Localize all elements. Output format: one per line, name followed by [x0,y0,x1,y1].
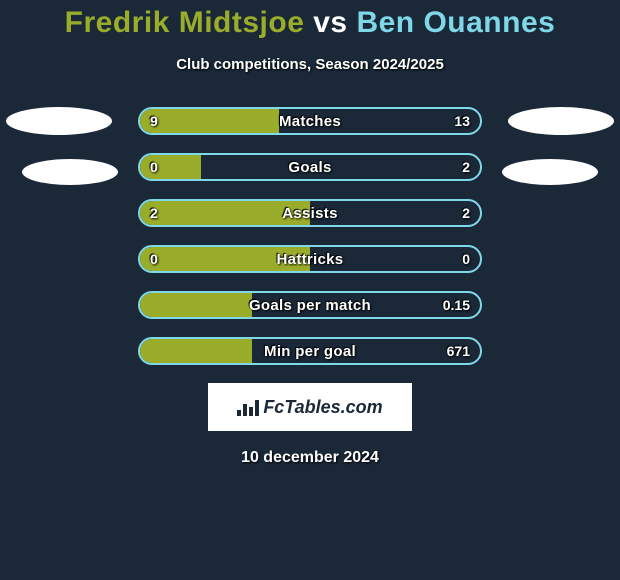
stat-value-right: 13 [454,109,470,133]
decor-oval-right-1 [508,107,614,135]
season-subtitle: Club competitions, Season 2024/2025 [0,56,620,73]
stat-label: Assists [140,201,480,225]
stat-value-right: 671 [447,339,470,363]
stat-value-right: 2 [462,155,470,179]
stat-row: 2Assists2 [138,199,482,227]
stat-row: Min per goal671 [138,337,482,365]
stat-bars: 9Matches130Goals22Assists20Hattricks0Goa… [138,107,482,365]
player1-name: Fredrik Midtsjoe [65,6,305,39]
date-label: 10 december 2024 [0,449,620,467]
stat-label: Goals [140,155,480,179]
logo-text: FcTables.com [263,397,382,418]
stat-row: Goals per match0.15 [138,291,482,319]
stat-label: Hattricks [140,247,480,271]
stat-label: Min per goal [140,339,480,363]
logo: FcTables.com [237,397,382,418]
comparison-title: Fredrik Midtsjoe vs Ben Ouannes [0,0,620,40]
player2-name: Ben Ouannes [356,6,555,39]
stat-value-right: 2 [462,201,470,225]
logo-box: FcTables.com [208,383,412,431]
stat-label: Matches [140,109,480,133]
decor-oval-right-2 [502,159,598,185]
stat-value-right: 0.15 [443,293,470,317]
stat-row: 9Matches13 [138,107,482,135]
decor-oval-left-1 [6,107,112,135]
stat-label: Goals per match [140,293,480,317]
stat-value-right: 0 [462,247,470,271]
chart-area: 9Matches130Goals22Assists20Hattricks0Goa… [0,107,620,365]
vs-label: vs [313,6,347,39]
bars-icon [237,398,259,416]
stat-row: 0Goals2 [138,153,482,181]
decor-oval-left-2 [22,159,118,185]
stat-row: 0Hattricks0 [138,245,482,273]
